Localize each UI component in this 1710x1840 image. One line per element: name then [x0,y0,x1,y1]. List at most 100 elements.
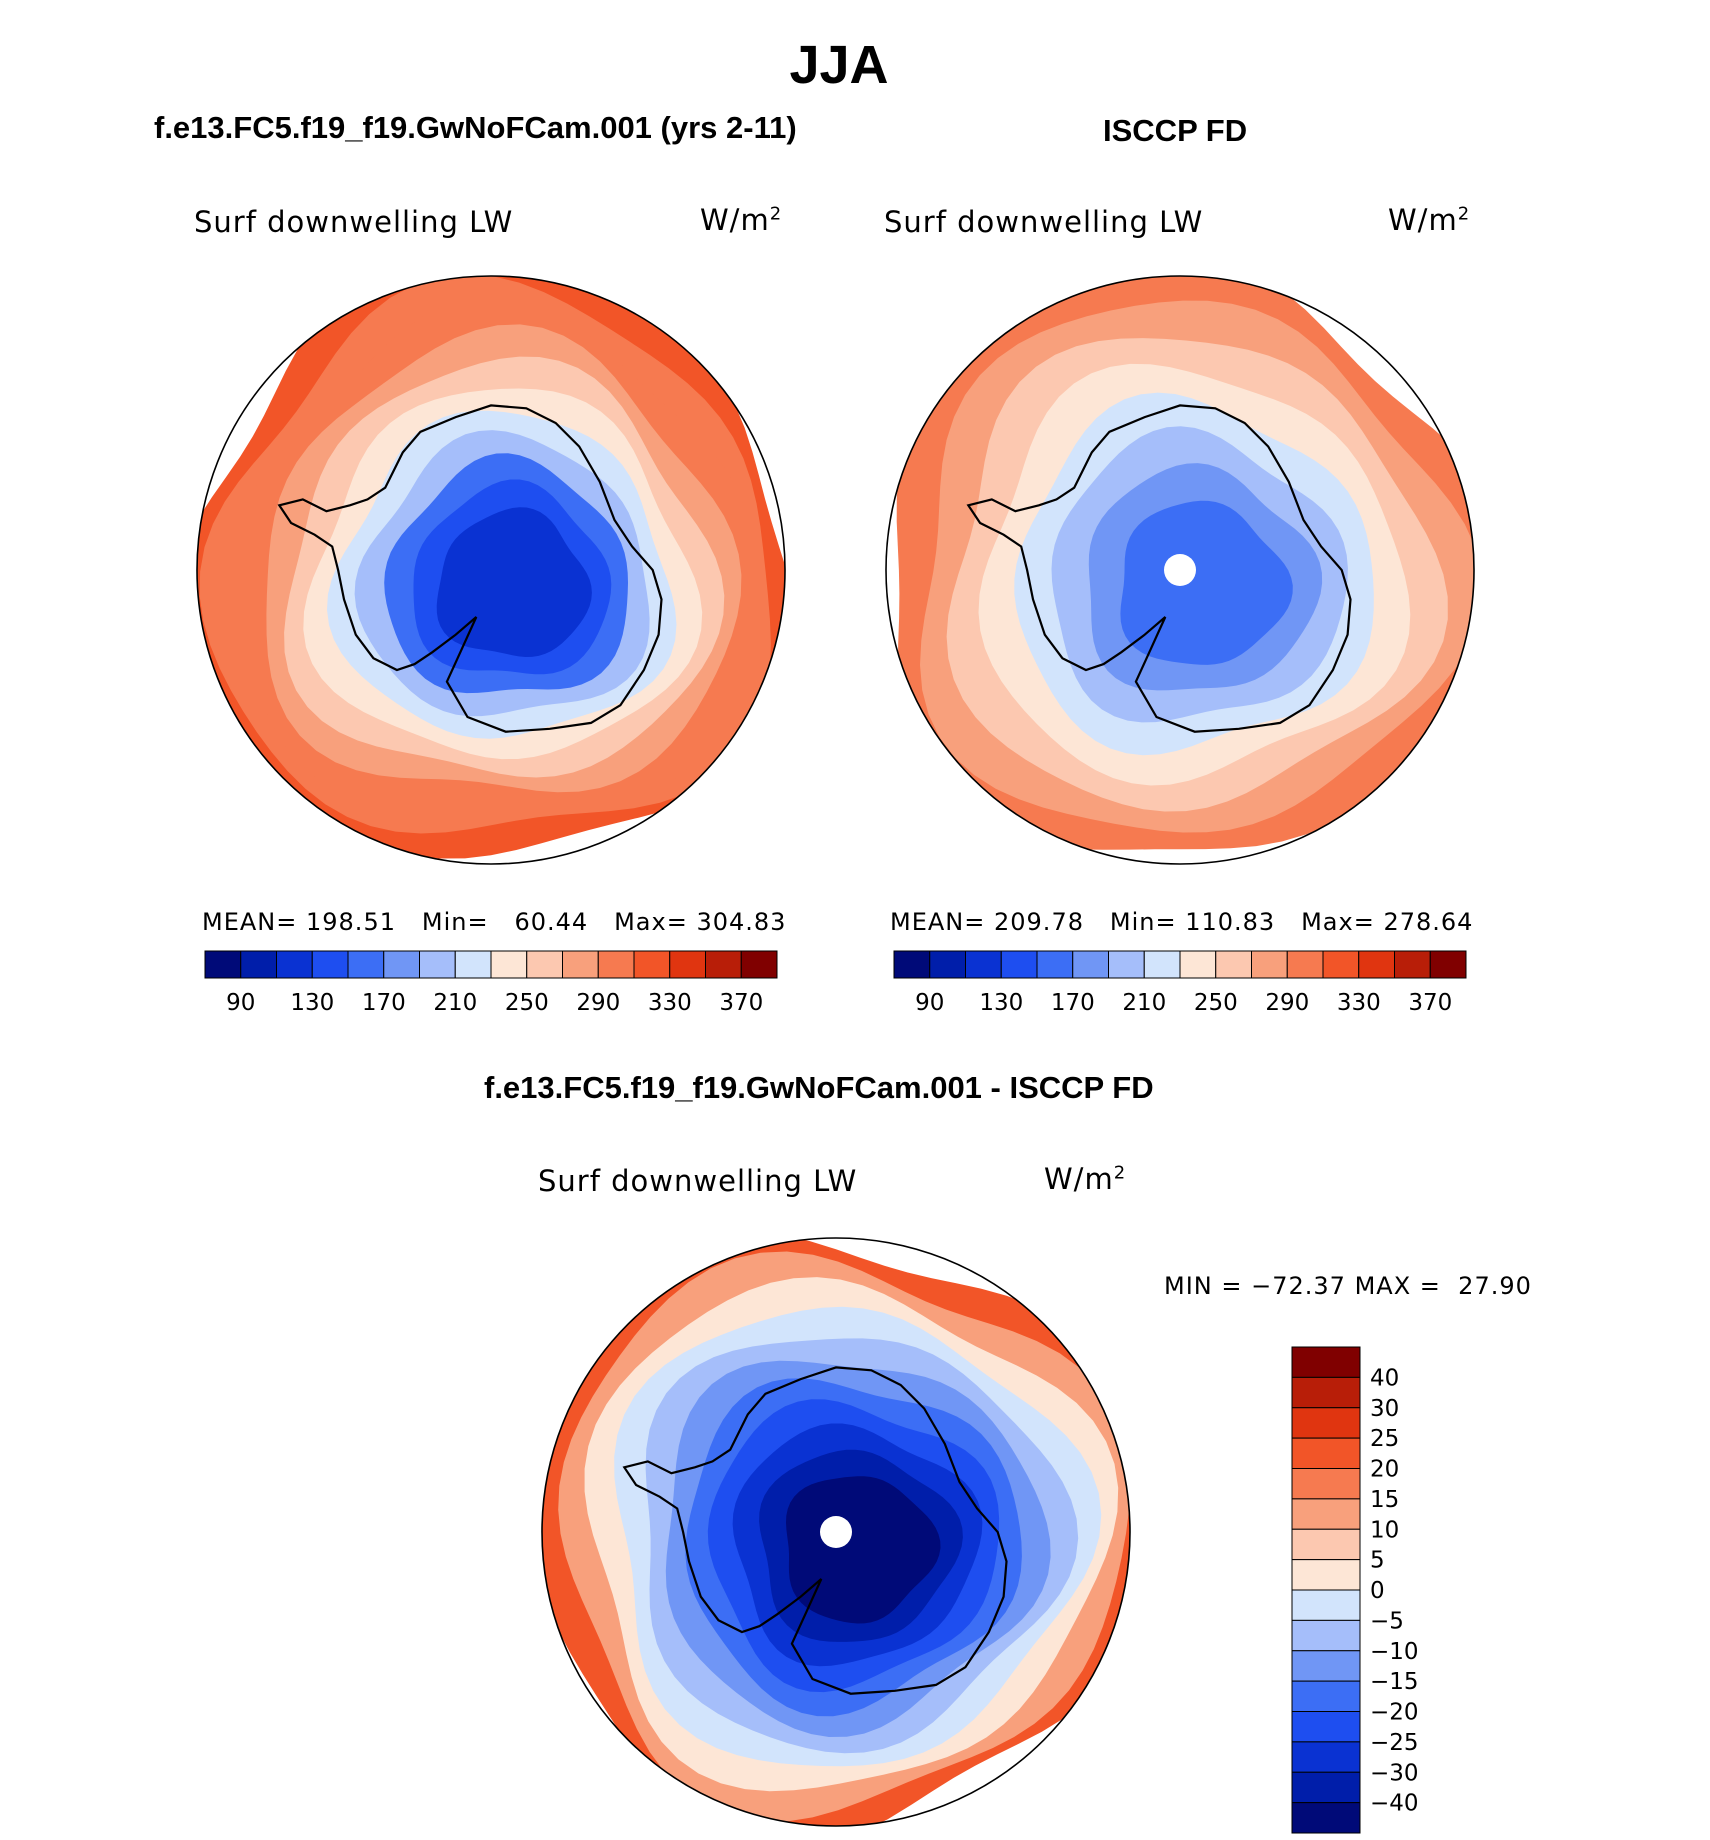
contour-band [413,479,612,675]
colorbar-swatch [240,950,277,979]
panel2-units-label: W/m2 [1388,203,1471,237]
colorbar-swatch [633,950,671,979]
colorbar-tick-label: 250 [1194,990,1238,1016]
panel2-variable-label: Surf downwelling LW [884,205,1204,239]
panel3-variable-label: Surf downwelling LW [538,1164,858,1198]
contour-band [665,1360,1051,1737]
polar-map-1 [196,275,786,865]
contour-band [1014,392,1374,756]
colorbar-swatch [1429,950,1467,979]
colorbar-tick-label: −10 [1370,1639,1419,1665]
colorbar-swatch [454,950,492,979]
colorbar-swatch [204,950,242,979]
contour-band [284,356,725,778]
colorbar-tick-label: 290 [576,990,620,1016]
colorbar-tick-label: 210 [433,990,477,1016]
panel1-stats: MEAN= 198.51 Min= 60.44 Max= 304.83 [202,908,787,936]
colorbar-swatch [1291,1711,1361,1743]
colorbar-swatch [1291,1346,1361,1378]
contour-band [707,1399,1000,1693]
colorbar-swatch [1179,950,1217,979]
panel2-title: ISCCP FD [1103,113,1248,148]
colorbar-tick-label: −40 [1370,1791,1419,1817]
pole-missing-data [1164,554,1196,586]
contour-band [558,1251,1130,1822]
colorbar-swatch [383,950,420,979]
contour-band [1051,426,1348,723]
colorbar-tick-label: 330 [648,990,692,1016]
antarctica-coastline [966,404,1352,733]
panel1-colorbar: 90 130 170 210 250 290 330 370 [204,950,778,1016]
polar-map-3 [541,1237,1131,1827]
colorbar-tick-label: 370 [1408,990,1452,1016]
contour-band [327,410,677,739]
colorbar-swatch [705,950,742,979]
contour-band [354,430,650,717]
contour-band [920,300,1474,833]
colorbar-swatch [893,950,931,979]
panel3-colorbar: 40 30 25 20 15 10 5 0 −5 −10 −15 −20 −25 −30 −40 [1291,1346,1419,1834]
map-boundary [541,1237,1131,1827]
panel3-title: f.e13.FC5.f19_f19.GwNoFCam.001 - ISCCP F… [484,1070,1154,1105]
colorbar-swatch [1291,1407,1361,1439]
colorbar-swatch [1215,950,1252,979]
pole-missing-data [820,1516,852,1548]
contour-band [303,388,703,760]
colorbar-tick-label: 40 [1370,1365,1399,1391]
contour-band [1088,463,1323,691]
panel1-units-label: W/m2 [700,203,783,237]
colorbar-swatch [1000,950,1038,979]
contour-band [234,296,754,806]
contour-band [732,1423,983,1667]
contour-band [645,1338,1079,1754]
main-title: JJA [789,35,889,95]
colorbar-tick-label: −30 [1370,1760,1419,1786]
contour-band [946,338,1448,812]
contour-band [197,276,785,859]
colorbar-swatch [1291,1437,1361,1470]
colorbar-tick-label: 25 [1370,1426,1399,1452]
colorbar-tick-label: 90 [226,990,255,1016]
colorbar-swatch [1143,950,1181,979]
contour-band [266,324,742,793]
colorbar-swatch [526,950,563,979]
panel2-colorbar: 90 130 170 210 250 290 330 370 [893,950,1467,1016]
colorbar-swatch [1291,1680,1361,1713]
colorbar-swatch [1251,950,1288,979]
contour-band [542,1238,1130,1826]
colorbar-tick-label: 0 [1370,1578,1385,1604]
colorbar-swatch [1291,1528,1361,1561]
colorbar-swatch [419,950,456,979]
contour-band [685,1378,1022,1717]
colorbar-tick-label: 10 [1370,1517,1399,1543]
colorbar-swatch [1394,950,1431,979]
polar-map-2 [885,275,1475,865]
contour-band [759,1449,963,1642]
colorbar-tick-label: 290 [1265,990,1309,1016]
panel1-title: f.e13.FC5.f19_f19.GwNoFCam.001 (yrs 2-11… [154,110,797,145]
colorbar-tick-label: 170 [1051,990,1095,1016]
colorbar-tick-label: 20 [1370,1457,1399,1483]
colorbar-tick-label: 130 [290,990,334,1016]
colorbar-tick-label: 250 [505,990,549,1016]
contour-band [786,1476,941,1624]
contour-band [896,276,1474,850]
colorbar-swatch [740,950,778,979]
colorbar-tick-label: −20 [1370,1700,1419,1726]
colorbar-swatch [597,950,635,979]
panel1-variable-label: Surf downwelling LW [194,205,514,239]
colorbar-swatch [965,950,1002,979]
colorbar-swatch [1291,1468,1361,1500]
colorbar-tick-label: 210 [1122,990,1166,1016]
colorbar-tick-label: 370 [719,990,763,1016]
map-boundary [885,275,1475,865]
colorbar-swatch [1291,1376,1361,1409]
colorbar-tick-label: 15 [1370,1487,1399,1513]
colorbar-tick-label: −5 [1370,1608,1404,1634]
colorbar-swatch [1291,1802,1361,1834]
colorbar-tick-label: −15 [1370,1669,1419,1695]
colorbar-swatch [1108,950,1145,979]
colorbar-swatch [1291,1619,1361,1652]
contour-band [614,1306,1102,1767]
colorbar-swatch [490,950,528,979]
